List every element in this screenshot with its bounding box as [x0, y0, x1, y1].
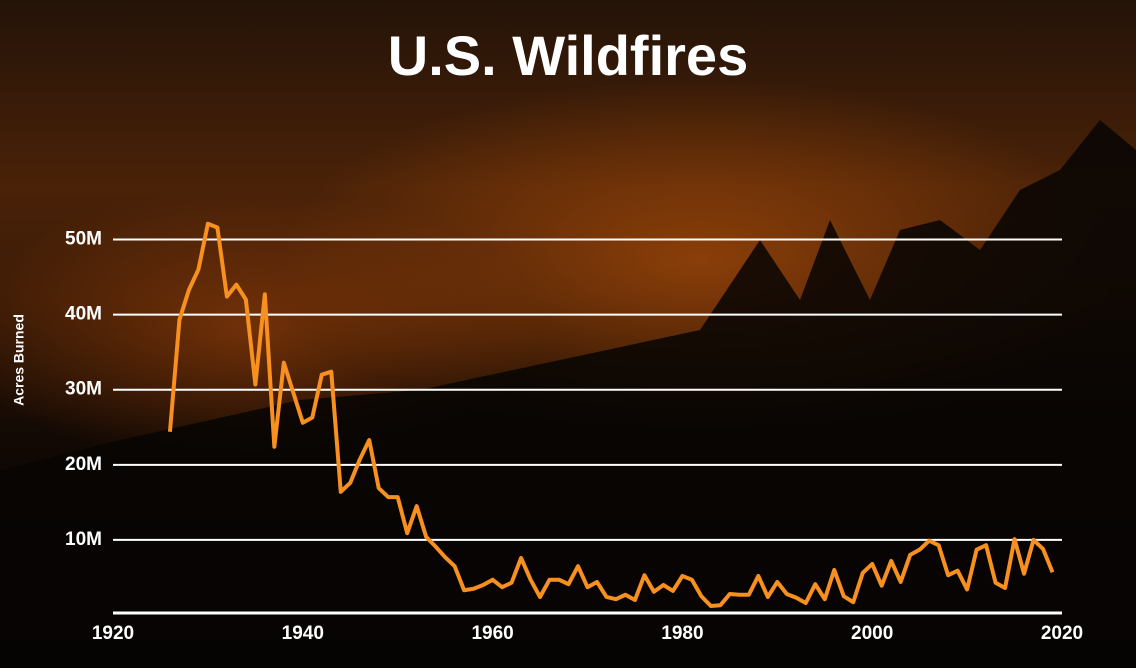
y-tick-label: 20M — [65, 454, 102, 475]
tree-silhouettes — [0, 120, 1136, 668]
chart-title: U.S. Wildfires — [388, 24, 748, 87]
x-tick-label: 2000 — [851, 623, 893, 644]
y-axis-label: Acres Burned — [11, 314, 27, 406]
x-tick-label: 1920 — [92, 623, 134, 644]
x-tick-label: 1960 — [471, 623, 513, 644]
x-tick-label: 1940 — [282, 623, 324, 644]
x-tick-label: 1980 — [661, 623, 703, 644]
y-tick-label: 30M — [65, 379, 102, 400]
y-tick-label: 10M — [65, 529, 102, 550]
y-tick-label: 50M — [65, 229, 102, 250]
x-tick-label: 2020 — [1041, 623, 1083, 644]
data-line — [167, 221, 1055, 608]
y-tick-label: 40M — [65, 304, 102, 325]
